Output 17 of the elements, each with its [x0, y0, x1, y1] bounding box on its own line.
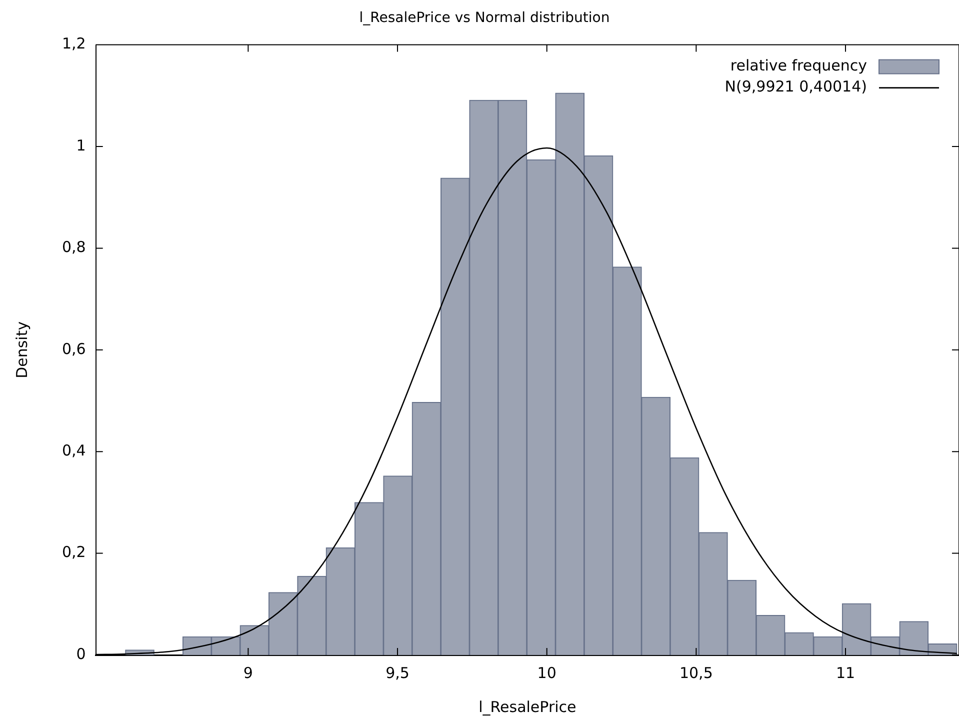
legend-label: relative frequency	[730, 56, 868, 75]
y-axis-title: Density	[12, 321, 31, 378]
y-tick-label: 0,6	[62, 340, 86, 358]
y-tick-label: 0,4	[62, 441, 86, 460]
x-tick-label: 10	[537, 664, 556, 682]
x-tick-label: 11	[836, 664, 856, 682]
x-tick-label: 9,5	[386, 664, 410, 682]
y-tick-label: 1	[76, 136, 86, 154]
x-tick-label: 9	[243, 664, 253, 682]
legend-label: N(9,9921 0,40014)	[724, 78, 867, 96]
y-tick-label: 1,2	[62, 34, 86, 53]
y-tick-label: 0,8	[62, 238, 86, 256]
chart-title: l_ResalePrice vs Normal distribution	[359, 10, 610, 26]
x-axis-title: l_ResalePrice	[478, 698, 576, 716]
y-tick-label: 0,2	[62, 543, 86, 562]
y-tick-label: 0	[76, 644, 86, 663]
x-tick-label: 10,5	[679, 664, 713, 682]
